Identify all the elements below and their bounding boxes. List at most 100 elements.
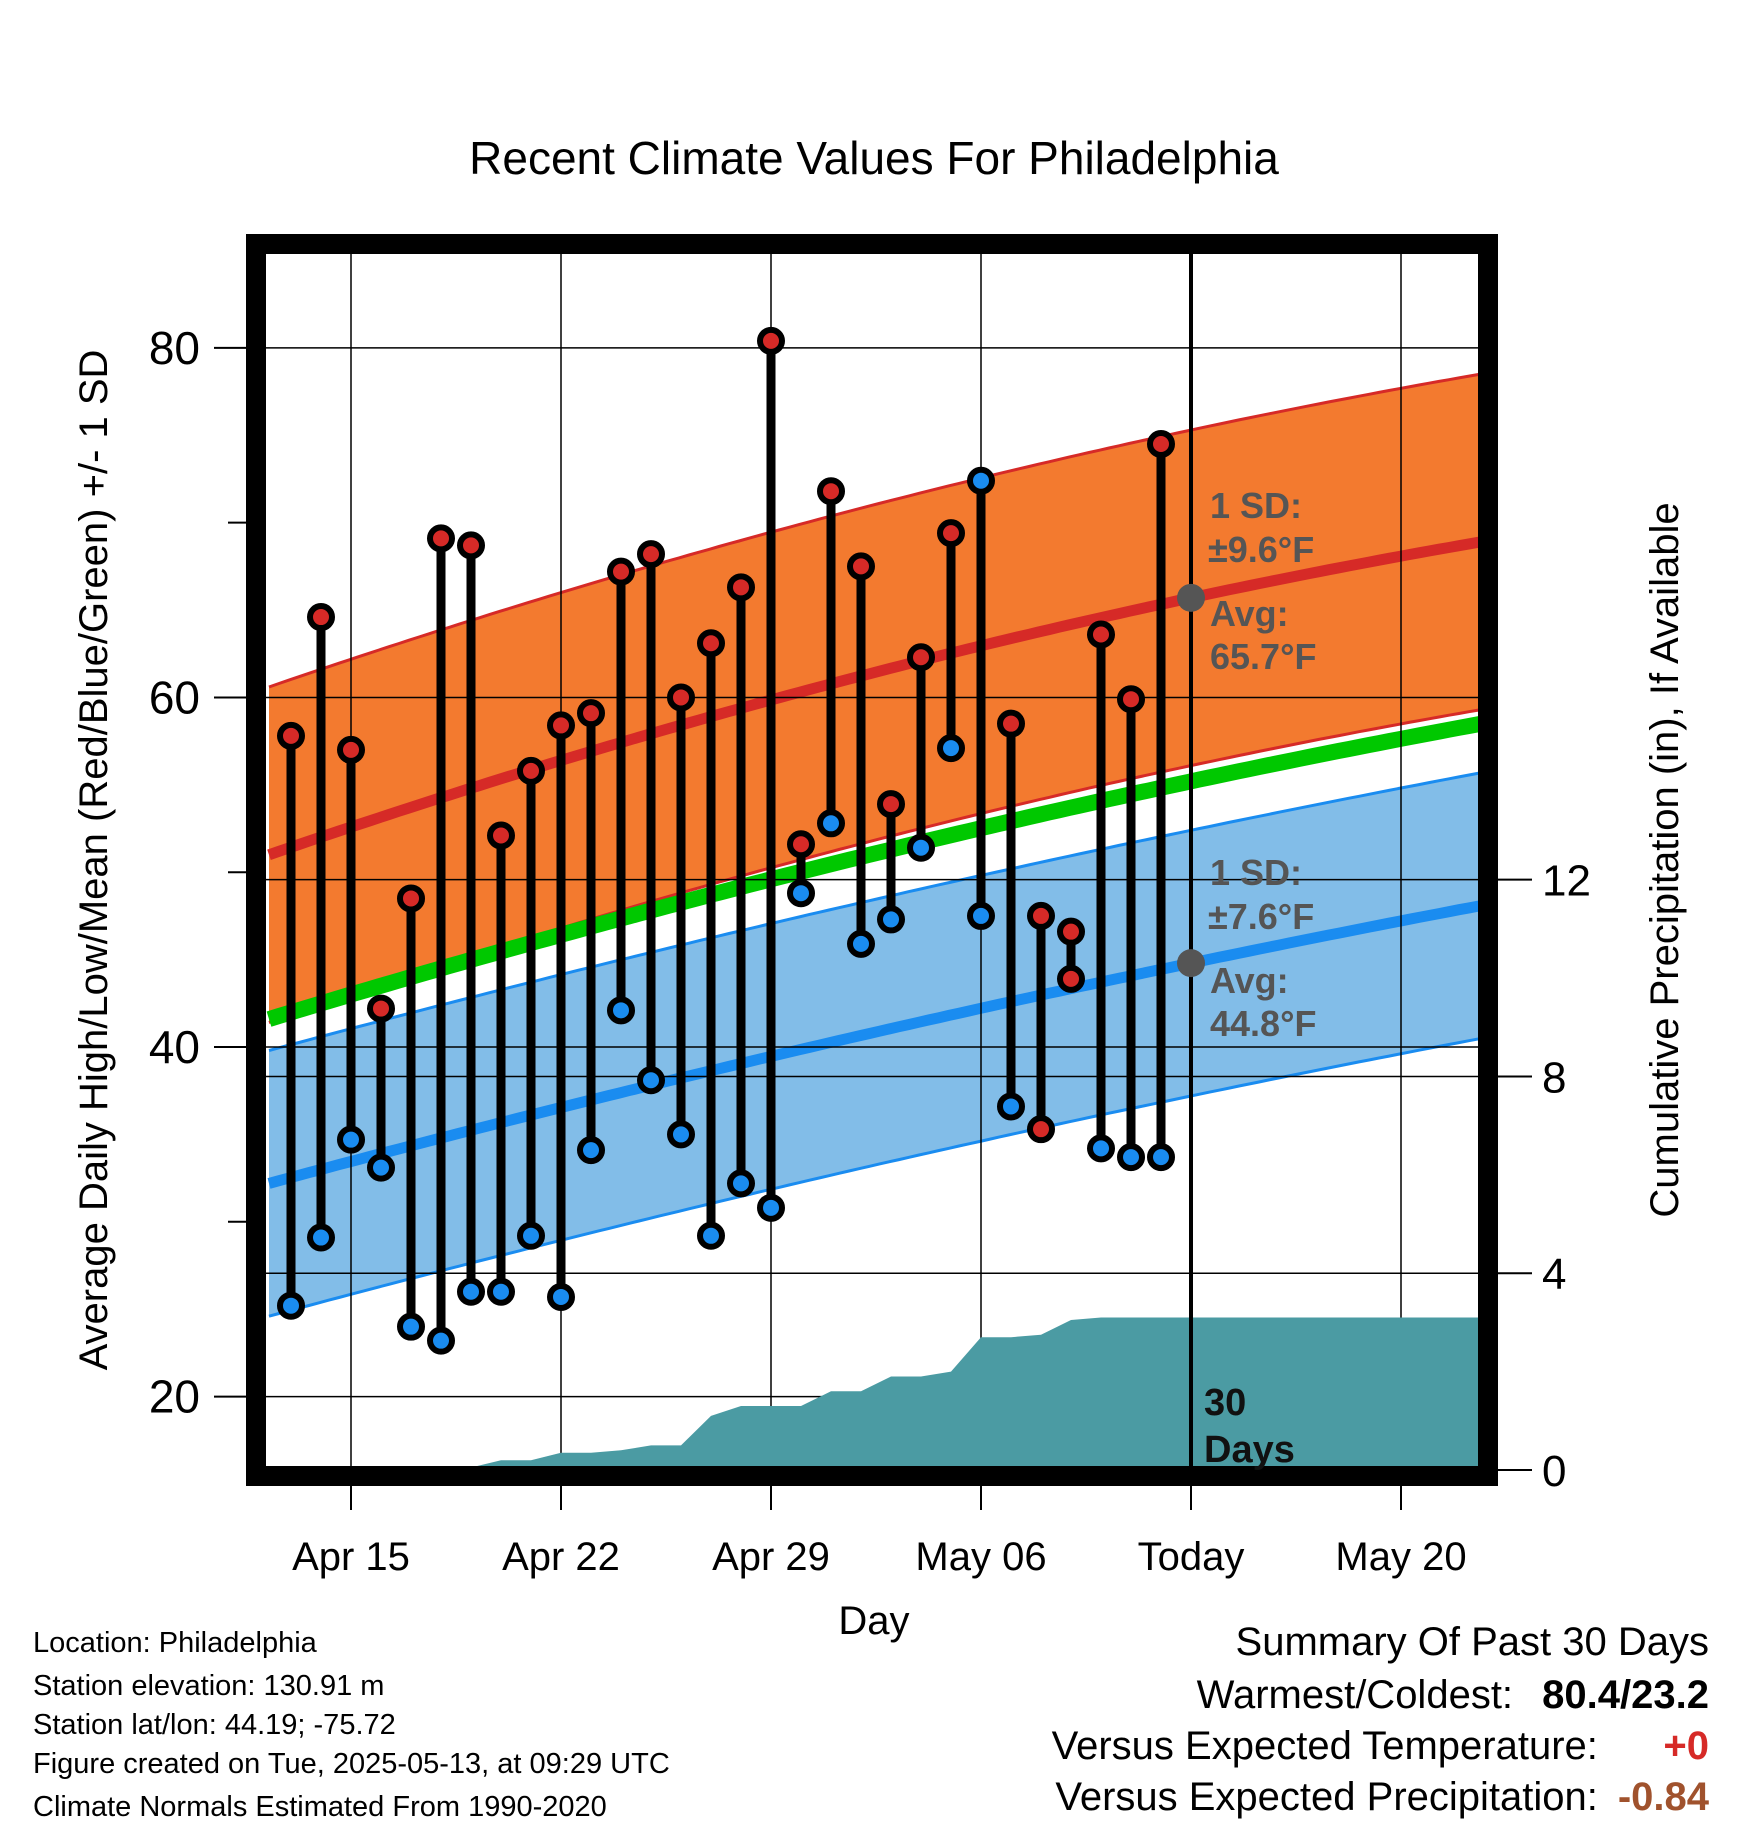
axes: 20 40 60 80 0 4 8 12 Apr 15 Apr 22 Apr 29 May 06 Tod… [149, 234, 1591, 1579]
daily-low-point [907, 833, 935, 862]
station-location: Location: Philadelphia [33, 1627, 317, 1659]
x-tick-label: May 20 [1335, 1535, 1466, 1579]
low-sd-label: 1 SD: [1210, 852, 1302, 893]
high-sd-label: 1 SD: [1210, 485, 1302, 526]
low-avg-label: Avg: [1210, 960, 1289, 1001]
daily-high-point [937, 519, 965, 548]
daily-low-point [1027, 1115, 1055, 1144]
daily-high-point [1117, 685, 1145, 714]
daily-low-point [397, 1312, 425, 1341]
daily-high-point [907, 643, 935, 672]
summary-temp: Versus Expected Temperature: +0 [1052, 1724, 1709, 1769]
daily-low-point [1147, 1143, 1175, 1172]
high-avg-label: Avg: [1210, 593, 1289, 634]
y-axis-label-left: Average Daily High/Low/Mean (Red/Blue/Gr… [72, 350, 116, 1371]
daily-low-point [667, 1120, 695, 1149]
daily-bars [277, 326, 1175, 1355]
low-sd-band [269, 772, 1482, 1317]
temp-value: +0 [1663, 1724, 1709, 1768]
daily-high-point [397, 884, 425, 913]
y-tick-label-right: 12 [1542, 857, 1591, 906]
daily-high-point [427, 524, 455, 553]
daily-high-point [877, 790, 905, 819]
daily-low-point [787, 879, 815, 908]
daily-low-point [847, 929, 875, 958]
daily-low-point [607, 996, 635, 1025]
daily-high-point [817, 477, 845, 506]
daily-high-point [1147, 430, 1175, 459]
daily-low-point [637, 1066, 665, 1095]
daily-low-point [277, 1291, 305, 1320]
daily-low-point [457, 1277, 485, 1306]
daily-high-point [547, 711, 575, 740]
daily-high-point [1057, 917, 1085, 946]
daily-high-point [667, 683, 695, 712]
daily-high-point [1027, 901, 1055, 930]
precip-label: Versus Expected Precipitation: [1055, 1775, 1598, 1819]
warm-cold-value: 80.4/23.2 [1542, 1673, 1709, 1717]
warm-cold-label: Warmest/Coldest: [1196, 1673, 1514, 1717]
high-sd-band [269, 373, 1482, 1023]
daily-low-point [367, 1153, 395, 1182]
daily-high-point [607, 557, 635, 586]
y-tick-label-left: 60 [149, 671, 200, 723]
station-latlon: Station lat/lon: 44.19; -75.72 [33, 1709, 396, 1741]
daily-low-point [1057, 964, 1085, 993]
daily-high-point [577, 699, 605, 728]
daily-high-point [277, 721, 305, 750]
x-tick-label: Apr 15 [292, 1535, 410, 1579]
plot-clipped [262, 250, 1482, 1470]
high-sd-value: ±9.6°F [1208, 529, 1314, 570]
daily-low-point [697, 1221, 725, 1250]
daily-high-point [727, 573, 755, 602]
daily-low-point [877, 905, 905, 934]
days-label: Days [1204, 1429, 1295, 1471]
daily-low-point [937, 734, 965, 763]
daily-high-point [1087, 620, 1115, 649]
days-count: 30 [1204, 1382, 1246, 1424]
summary-warm-cold: Warmest/Coldest: 80.4/23.2 [1197, 1673, 1709, 1718]
y-tick-label-left: 40 [149, 1021, 200, 1073]
normal-low-today-marker [1177, 949, 1205, 978]
y-tick-label-right: 4 [1542, 1250, 1566, 1299]
daily-high-point [997, 709, 1025, 738]
low-avg-value: 44.8°F [1210, 1003, 1316, 1044]
days-annotation: 30 Days [1204, 1382, 1295, 1471]
daily-low-point [337, 1125, 365, 1154]
summary-precip: Versus Expected Precipitation: -0.84 [1055, 1775, 1709, 1820]
daily-low-point [1117, 1143, 1145, 1172]
daily-high-point [967, 466, 995, 495]
y-tick-label-left: 80 [149, 322, 200, 374]
figure-created: Figure created on Tue, 2025-05-13, at 09… [33, 1748, 670, 1780]
daily-high-point [637, 540, 665, 569]
daily-high-point [697, 629, 725, 658]
y-tick-label-left: 20 [149, 1371, 200, 1423]
daily-low-point [307, 1223, 335, 1252]
summary-heading: Summary Of Past 30 Days [1235, 1620, 1709, 1664]
high-annotation: 1 SD: ±9.6°F Avg: 65.7°F [1208, 485, 1316, 677]
daily-low-point [1087, 1134, 1115, 1163]
y-axis-label-right: Cumulative Precipitation (in), If Availa… [1643, 502, 1687, 1217]
daily-low-point [517, 1221, 545, 1250]
daily-high-point [487, 821, 515, 850]
daily-low-point [757, 1193, 785, 1222]
temp-label: Versus Expected Temperature: [1051, 1724, 1598, 1768]
precip-area [262, 1317, 1482, 1470]
high-avg-value: 65.7°F [1210, 636, 1316, 677]
chart-title: Recent Climate Values For Philadelphia [469, 132, 1279, 184]
daily-high-point [307, 603, 335, 632]
daily-high-point [787, 830, 815, 859]
plot-frame [246, 234, 1498, 1486]
y-tick-label-right: 0 [1542, 1447, 1566, 1496]
daily-low-point [727, 1169, 755, 1198]
daily-high-point [337, 735, 365, 764]
daily-high-point [457, 531, 485, 560]
daily-low-point [577, 1136, 605, 1165]
x-tick-label: Apr 22 [502, 1535, 620, 1579]
station-elevation: Station elevation: 130.91 m [33, 1670, 385, 1702]
daily-low-point [547, 1282, 575, 1311]
x-tick-label: May 06 [915, 1535, 1046, 1579]
daily-high-point [847, 552, 875, 581]
daily-high-point [367, 994, 395, 1023]
